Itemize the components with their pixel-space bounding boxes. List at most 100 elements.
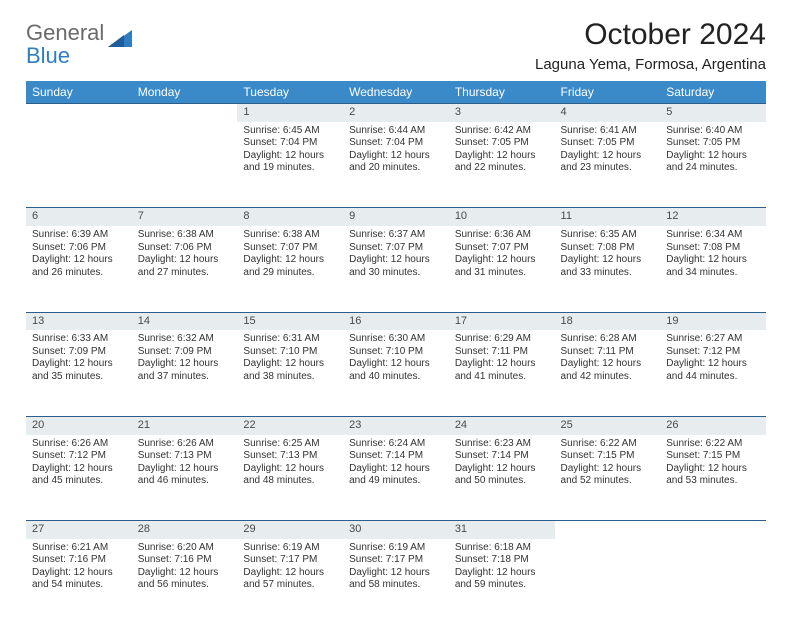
sunset-line: Sunset: 7:06 PM xyxy=(138,242,232,255)
sunset-line: Sunset: 7:12 PM xyxy=(666,346,760,359)
sunset-line: Sunset: 7:17 PM xyxy=(349,554,443,567)
day-number-cell: 1 xyxy=(237,104,343,122)
sunset-line: Sunset: 7:08 PM xyxy=(561,242,655,255)
sunset-line: Sunset: 7:10 PM xyxy=(349,346,443,359)
daylight-line: Daylight: 12 hours and 40 minutes. xyxy=(349,358,443,383)
sunset-line: Sunset: 7:05 PM xyxy=(561,137,655,150)
calendar-table: SundayMondayTuesdayWednesdayThursdayFrid… xyxy=(26,81,766,625)
day-number-cell: 13 xyxy=(26,312,132,330)
day-number-cell: 15 xyxy=(237,312,343,330)
day-number-cell: 25 xyxy=(555,416,661,434)
day-number-cell: 20 xyxy=(26,416,132,434)
day-number-cell: 23 xyxy=(343,416,449,434)
day-number-cell: 2 xyxy=(343,104,449,122)
day-number-row: 6789101112 xyxy=(26,208,766,226)
day-number-cell: 26 xyxy=(660,416,766,434)
sunrise-line: Sunrise: 6:31 AM xyxy=(243,333,337,346)
day-number-cell: 11 xyxy=(555,208,661,226)
weekday-header: Wednesday xyxy=(343,81,449,104)
sunrise-line: Sunrise: 6:35 AM xyxy=(561,229,655,242)
sunrise-line: Sunrise: 6:22 AM xyxy=(666,438,760,451)
sunset-line: Sunset: 7:14 PM xyxy=(455,450,549,463)
day-body-cell: Sunrise: 6:24 AMSunset: 7:14 PMDaylight:… xyxy=(343,435,449,521)
sunset-line: Sunset: 7:08 PM xyxy=(666,242,760,255)
brand-blue: Blue xyxy=(26,43,70,68)
sunset-line: Sunset: 7:06 PM xyxy=(32,242,126,255)
day-body-cell: Sunrise: 6:30 AMSunset: 7:10 PMDaylight:… xyxy=(343,330,449,416)
day-number-cell: 18 xyxy=(555,312,661,330)
day-body-cell: Sunrise: 6:44 AMSunset: 7:04 PMDaylight:… xyxy=(343,122,449,208)
sunset-line: Sunset: 7:17 PM xyxy=(243,554,337,567)
sunset-line: Sunset: 7:07 PM xyxy=(243,242,337,255)
day-number-cell: 7 xyxy=(132,208,238,226)
daylight-line: Daylight: 12 hours and 38 minutes. xyxy=(243,358,337,383)
daylight-line: Daylight: 12 hours and 20 minutes. xyxy=(349,150,443,175)
brand-general: General xyxy=(26,20,104,45)
sunrise-line: Sunrise: 6:37 AM xyxy=(349,229,443,242)
daylight-line: Daylight: 12 hours and 33 minutes. xyxy=(561,254,655,279)
sunrise-line: Sunrise: 6:26 AM xyxy=(138,438,232,451)
sunset-line: Sunset: 7:07 PM xyxy=(455,242,549,255)
sunset-line: Sunset: 7:07 PM xyxy=(349,242,443,255)
day-number-cell: 30 xyxy=(343,521,449,539)
sunset-line: Sunset: 7:12 PM xyxy=(32,450,126,463)
daylight-line: Daylight: 12 hours and 46 minutes. xyxy=(138,463,232,488)
daylight-line: Daylight: 12 hours and 26 minutes. xyxy=(32,254,126,279)
day-number-cell: 9 xyxy=(343,208,449,226)
daylight-line: Daylight: 12 hours and 41 minutes. xyxy=(455,358,549,383)
brand-logo: General Blue xyxy=(26,18,136,68)
day-body-cell: Sunrise: 6:38 AMSunset: 7:06 PMDaylight:… xyxy=(132,226,238,312)
sunrise-line: Sunrise: 6:28 AM xyxy=(561,333,655,346)
sunrise-line: Sunrise: 6:40 AM xyxy=(666,125,760,138)
sunrise-line: Sunrise: 6:19 AM xyxy=(349,542,443,555)
sunrise-line: Sunrise: 6:33 AM xyxy=(32,333,126,346)
month-title: October 2024 xyxy=(535,18,766,52)
sunrise-line: Sunrise: 6:29 AM xyxy=(455,333,549,346)
day-body-cell: Sunrise: 6:23 AMSunset: 7:14 PMDaylight:… xyxy=(449,435,555,521)
day-body-cell: Sunrise: 6:22 AMSunset: 7:15 PMDaylight:… xyxy=(660,435,766,521)
weekday-header: Tuesday xyxy=(237,81,343,104)
day-number-cell: 12 xyxy=(660,208,766,226)
day-number-cell: 27 xyxy=(26,521,132,539)
day-number-cell: 22 xyxy=(237,416,343,434)
daylight-line: Daylight: 12 hours and 53 minutes. xyxy=(666,463,760,488)
day-body-cell: Sunrise: 6:42 AMSunset: 7:05 PMDaylight:… xyxy=(449,122,555,208)
sunrise-line: Sunrise: 6:34 AM xyxy=(666,229,760,242)
daylight-line: Daylight: 12 hours and 54 minutes. xyxy=(32,567,126,592)
day-number-cell: 10 xyxy=(449,208,555,226)
daylight-line: Daylight: 12 hours and 31 minutes. xyxy=(455,254,549,279)
sunrise-line: Sunrise: 6:21 AM xyxy=(32,542,126,555)
day-number-cell: 8 xyxy=(237,208,343,226)
sunset-line: Sunset: 7:10 PM xyxy=(243,346,337,359)
day-number-cell: 28 xyxy=(132,521,238,539)
daylight-line: Daylight: 12 hours and 24 minutes. xyxy=(666,150,760,175)
sunset-line: Sunset: 7:09 PM xyxy=(138,346,232,359)
sunrise-line: Sunrise: 6:39 AM xyxy=(32,229,126,242)
weekday-header: Saturday xyxy=(660,81,766,104)
sunrise-line: Sunrise: 6:38 AM xyxy=(138,229,232,242)
sunrise-line: Sunrise: 6:32 AM xyxy=(138,333,232,346)
sunset-line: Sunset: 7:09 PM xyxy=(32,346,126,359)
day-body-cell xyxy=(26,122,132,208)
sunset-line: Sunset: 7:11 PM xyxy=(561,346,655,359)
daylight-line: Daylight: 12 hours and 49 minutes. xyxy=(349,463,443,488)
day-body-cell: Sunrise: 6:22 AMSunset: 7:15 PMDaylight:… xyxy=(555,435,661,521)
sunrise-line: Sunrise: 6:30 AM xyxy=(349,333,443,346)
day-body-cell: Sunrise: 6:36 AMSunset: 7:07 PMDaylight:… xyxy=(449,226,555,312)
sunrise-line: Sunrise: 6:24 AM xyxy=(349,438,443,451)
sunrise-line: Sunrise: 6:42 AM xyxy=(455,125,549,138)
day-body-cell: Sunrise: 6:39 AMSunset: 7:06 PMDaylight:… xyxy=(26,226,132,312)
daylight-line: Daylight: 12 hours and 57 minutes. xyxy=(243,567,337,592)
day-number-cell: 3 xyxy=(449,104,555,122)
sunrise-line: Sunrise: 6:26 AM xyxy=(32,438,126,451)
daylight-line: Daylight: 12 hours and 52 minutes. xyxy=(561,463,655,488)
daylight-line: Daylight: 12 hours and 56 minutes. xyxy=(138,567,232,592)
day-number-cell: 14 xyxy=(132,312,238,330)
daylight-line: Daylight: 12 hours and 27 minutes. xyxy=(138,254,232,279)
day-body-cell: Sunrise: 6:35 AMSunset: 7:08 PMDaylight:… xyxy=(555,226,661,312)
day-body-cell: Sunrise: 6:25 AMSunset: 7:13 PMDaylight:… xyxy=(237,435,343,521)
sunset-line: Sunset: 7:05 PM xyxy=(666,137,760,150)
sunrise-line: Sunrise: 6:44 AM xyxy=(349,125,443,138)
header: General Blue October 2024 Laguna Yema, F… xyxy=(26,18,766,73)
sunset-line: Sunset: 7:04 PM xyxy=(243,137,337,150)
